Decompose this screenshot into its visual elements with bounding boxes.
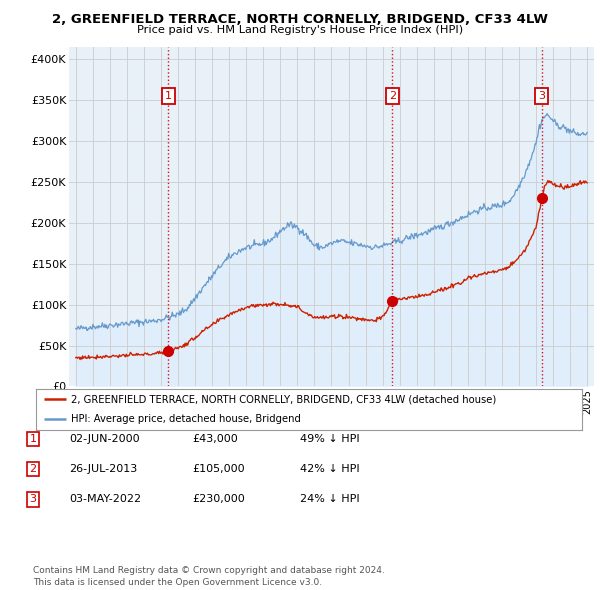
Text: 2, GREENFIELD TERRACE, NORTH CORNELLY, BRIDGEND, CF33 4LW: 2, GREENFIELD TERRACE, NORTH CORNELLY, B… xyxy=(52,13,548,26)
Text: 26-JUL-2013: 26-JUL-2013 xyxy=(69,464,137,474)
Text: Contains HM Land Registry data © Crown copyright and database right 2024.
This d: Contains HM Land Registry data © Crown c… xyxy=(33,566,385,587)
Text: 03-MAY-2022: 03-MAY-2022 xyxy=(69,494,141,504)
Text: £230,000: £230,000 xyxy=(192,494,245,504)
Text: 2, GREENFIELD TERRACE, NORTH CORNELLY, BRIDGEND, CF33 4LW (detached house): 2, GREENFIELD TERRACE, NORTH CORNELLY, B… xyxy=(71,395,497,404)
Text: 2: 2 xyxy=(389,91,396,101)
Text: 42% ↓ HPI: 42% ↓ HPI xyxy=(300,464,359,474)
Text: £105,000: £105,000 xyxy=(192,464,245,474)
Text: Price paid vs. HM Land Registry's House Price Index (HPI): Price paid vs. HM Land Registry's House … xyxy=(137,25,463,35)
Text: 1: 1 xyxy=(29,434,37,444)
Text: 3: 3 xyxy=(538,91,545,101)
Text: 2: 2 xyxy=(29,464,37,474)
Text: 02-JUN-2000: 02-JUN-2000 xyxy=(69,434,140,444)
Text: HPI: Average price, detached house, Bridgend: HPI: Average price, detached house, Brid… xyxy=(71,415,301,424)
Text: 1: 1 xyxy=(165,91,172,101)
Text: 3: 3 xyxy=(29,494,37,504)
Text: £43,000: £43,000 xyxy=(192,434,238,444)
Text: 24% ↓ HPI: 24% ↓ HPI xyxy=(300,494,359,504)
Text: 49% ↓ HPI: 49% ↓ HPI xyxy=(300,434,359,444)
